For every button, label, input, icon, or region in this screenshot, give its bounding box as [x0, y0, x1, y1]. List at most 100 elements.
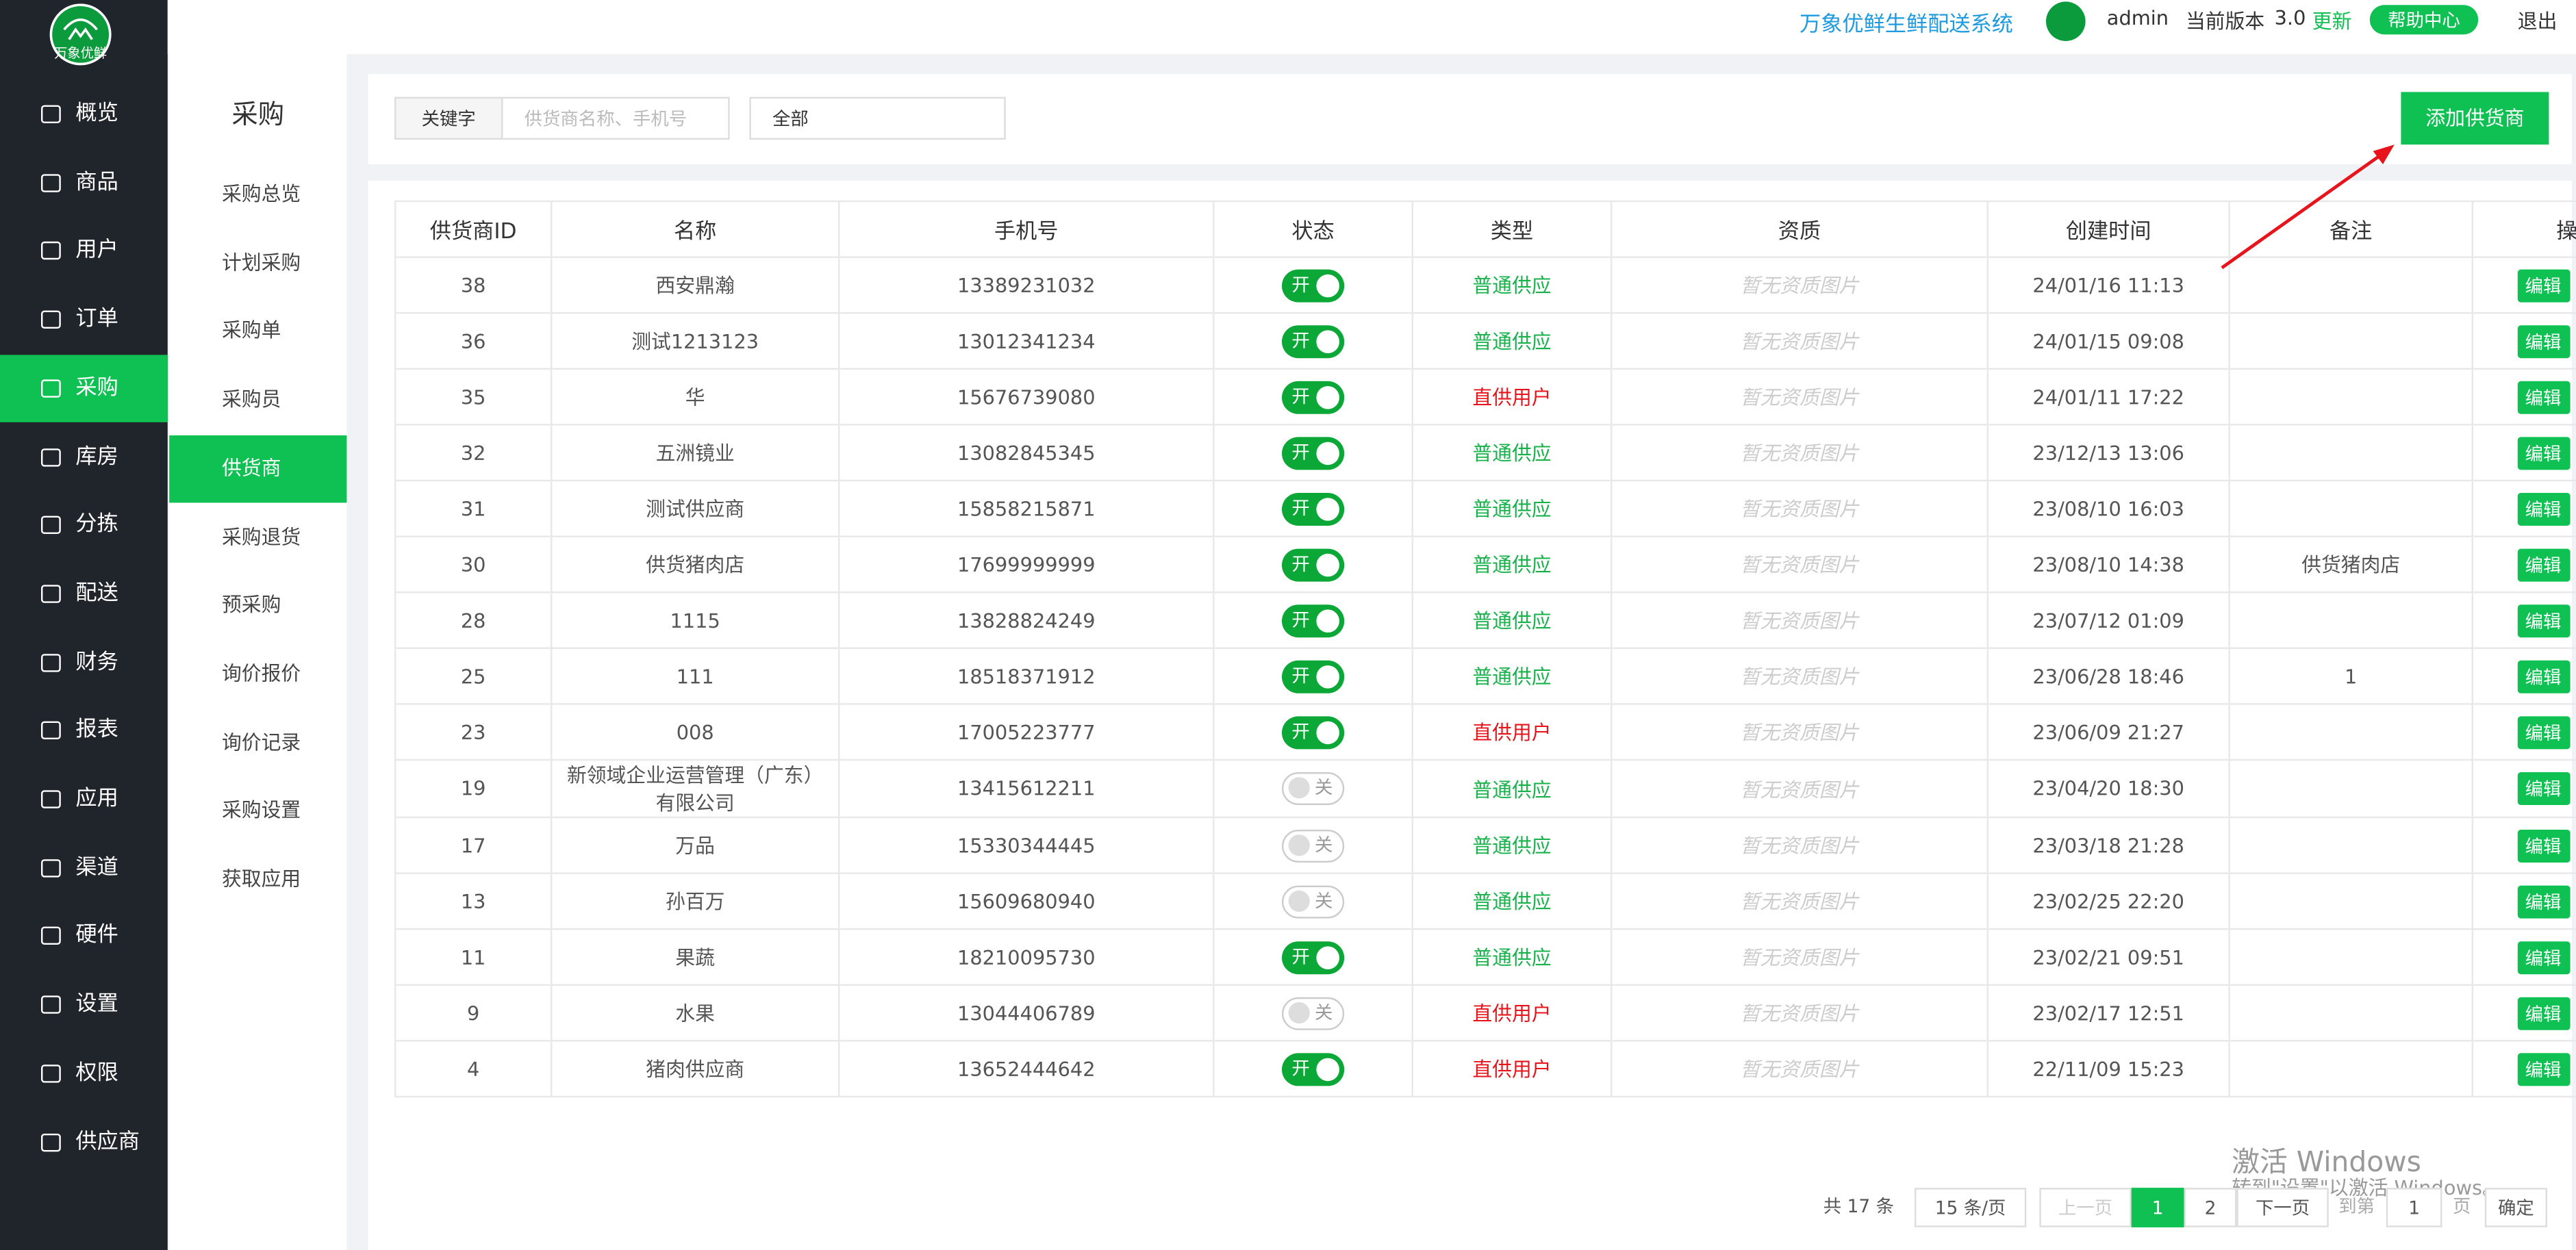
menu-item[interactable]: 商品	[0, 149, 168, 216]
cell-name: 孙百万	[551, 872, 840, 930]
cell-type: 直供用户	[1411, 1040, 1613, 1098]
cell-type: 直供用户	[1411, 703, 1613, 761]
menu-icon	[41, 516, 61, 535]
update-link[interactable]: 更新	[2312, 10, 2352, 33]
menu-item[interactable]: 订单	[0, 286, 168, 353]
status-switch[interactable]: 开	[1282, 1052, 1345, 1086]
status-switch[interactable]: 开	[1282, 324, 1345, 357]
submenu-item[interactable]: 采购单	[222, 319, 281, 343]
edit-button[interactable]: 编辑	[2516, 604, 2570, 637]
status-switch[interactable]: 关	[1282, 996, 1345, 1030]
cell-phone: 15609680940	[838, 872, 1215, 930]
search-input[interactable]: 供货商名称、手机号	[503, 97, 730, 140]
menu-icon	[41, 310, 61, 329]
edit-button[interactable]: 编辑	[2516, 268, 2570, 302]
edit-button[interactable]: 编辑	[2516, 772, 2570, 805]
status-switch[interactable]: 开	[1282, 492, 1345, 525]
edit-button[interactable]: 编辑	[2516, 715, 2570, 749]
status-switch[interactable]: 关	[1282, 884, 1345, 918]
logout[interactable]: 退出	[2517, 10, 2558, 33]
page-size-select[interactable]: 15 条/页	[1915, 1188, 2027, 1227]
cell-id: 35	[394, 368, 553, 426]
cell-name: 测试1213123	[551, 312, 840, 370]
cell-note	[2228, 591, 2474, 650]
menu-label: 渠道	[75, 855, 118, 880]
status-switch[interactable]: 开	[1282, 659, 1345, 693]
menu-item[interactable]: 供应商	[0, 1108, 168, 1175]
edit-button[interactable]: 编辑	[2516, 941, 2570, 973]
status-switch[interactable]: 开	[1282, 941, 1345, 973]
submenu-item[interactable]: 采购员	[222, 387, 281, 411]
menu-item[interactable]: 权限	[0, 1040, 168, 1107]
edit-button[interactable]: 编辑	[2516, 659, 2570, 693]
status-switch[interactable]: 开	[1282, 548, 1345, 581]
menu-label: 商品	[75, 170, 118, 195]
column-header: 手机号	[838, 200, 1215, 258]
menu-label: 采购	[75, 376, 118, 401]
cell-status: 开	[1213, 368, 1414, 426]
cell-type: 普通供应	[1411, 312, 1613, 370]
cell-note	[2228, 368, 2474, 426]
submenu-item[interactable]: 供货商	[169, 435, 347, 502]
cell-status: 开	[1213, 479, 1414, 537]
menu-item[interactable]: 采购	[0, 354, 168, 422]
edit-button[interactable]: 编辑	[2516, 548, 2570, 581]
submenu-item[interactable]: 预采购	[222, 593, 281, 617]
status-switch[interactable]: 关	[1282, 828, 1345, 862]
cell-status: 开	[1213, 647, 1414, 705]
menu-item[interactable]: 应用	[0, 765, 168, 832]
cell-name: 西安鼎瀚	[551, 256, 840, 314]
cell-qualification: 暂无资质图片	[1611, 424, 1989, 482]
submenu-item[interactable]: 采购设置	[222, 799, 301, 822]
menu-item[interactable]: 设置	[0, 971, 168, 1038]
edit-button[interactable]: 编辑	[2516, 324, 2570, 357]
column-header: 类型	[1411, 200, 1613, 258]
status-switch[interactable]: 开	[1282, 380, 1345, 413]
edit-button[interactable]: 编辑	[2516, 380, 2570, 413]
status-switch[interactable]: 开	[1282, 268, 1345, 302]
edit-button[interactable]: 编辑	[2516, 436, 2570, 470]
cell-actions: 编辑删除	[2471, 368, 2576, 426]
submenu-item[interactable]: 采购总览	[222, 182, 301, 205]
menu-item[interactable]: 用户	[0, 218, 168, 285]
goto-input[interactable]: 1	[2386, 1188, 2442, 1227]
submenu-item[interactable]: 计划采购	[222, 251, 301, 275]
menu-item[interactable]: 概览	[0, 81, 168, 148]
page-button[interactable]: 1	[2131, 1188, 2184, 1227]
menu-item[interactable]: 分拣	[0, 492, 168, 559]
edit-button[interactable]: 编辑	[2516, 492, 2570, 525]
edit-button[interactable]: 编辑	[2516, 884, 2570, 918]
menu-item[interactable]: 硬件	[0, 903, 168, 970]
header-row: 供货商ID名称手机号状态类型资质创建时间备注操作	[394, 200, 2576, 258]
status-switch[interactable]: 关	[1282, 772, 1345, 805]
menu-item[interactable]: 报表	[0, 697, 168, 764]
confirm-button[interactable]: 确定	[2484, 1188, 2548, 1227]
submenu-item[interactable]: 询价报价	[222, 661, 301, 685]
edit-button[interactable]: 编辑	[2516, 996, 2570, 1030]
page-button[interactable]: 2	[2184, 1188, 2237, 1227]
help-button[interactable]: 帮助中心	[2369, 5, 2479, 35]
menu-item[interactable]: 配送	[0, 560, 168, 627]
status-switch[interactable]: 开	[1282, 715, 1345, 749]
edit-button[interactable]: 编辑	[2516, 1052, 2570, 1086]
status-switch[interactable]: 开	[1282, 436, 1345, 470]
menu-item[interactable]: 财务	[0, 628, 168, 696]
cell-note	[2228, 256, 2474, 314]
next-button[interactable]: 下一页	[2236, 1188, 2329, 1227]
menu-item[interactable]: 库房	[0, 423, 168, 490]
cell-created: 23/08/10 14:38	[1986, 535, 2230, 594]
menu-item[interactable]: 渠道	[0, 834, 168, 901]
cell-phone: 17005223777	[838, 703, 1215, 761]
status-switch[interactable]: 开	[1282, 604, 1345, 637]
submenu-item[interactable]: 询价记录	[222, 730, 301, 754]
type-select[interactable]: 全部	[749, 97, 1006, 140]
submenu-item[interactable]: 获取应用	[222, 867, 301, 891]
submenu-item[interactable]: 采购退货	[222, 524, 301, 548]
cell-qualification: 暂无资质图片	[1611, 872, 1989, 930]
cell-type: 直供用户	[1411, 368, 1613, 426]
prev-button[interactable]: 上一页	[2039, 1188, 2132, 1227]
add-supplier-button[interactable]: 添加供货商	[2401, 92, 2549, 145]
table-row: 28 1115 13828824249 开 普通供应 暂无资质图片 23/07/12 01:…	[394, 591, 2576, 650]
edit-button[interactable]: 编辑	[2516, 828, 2570, 862]
cell-created: 23/03/18 21:28	[1986, 816, 2230, 874]
